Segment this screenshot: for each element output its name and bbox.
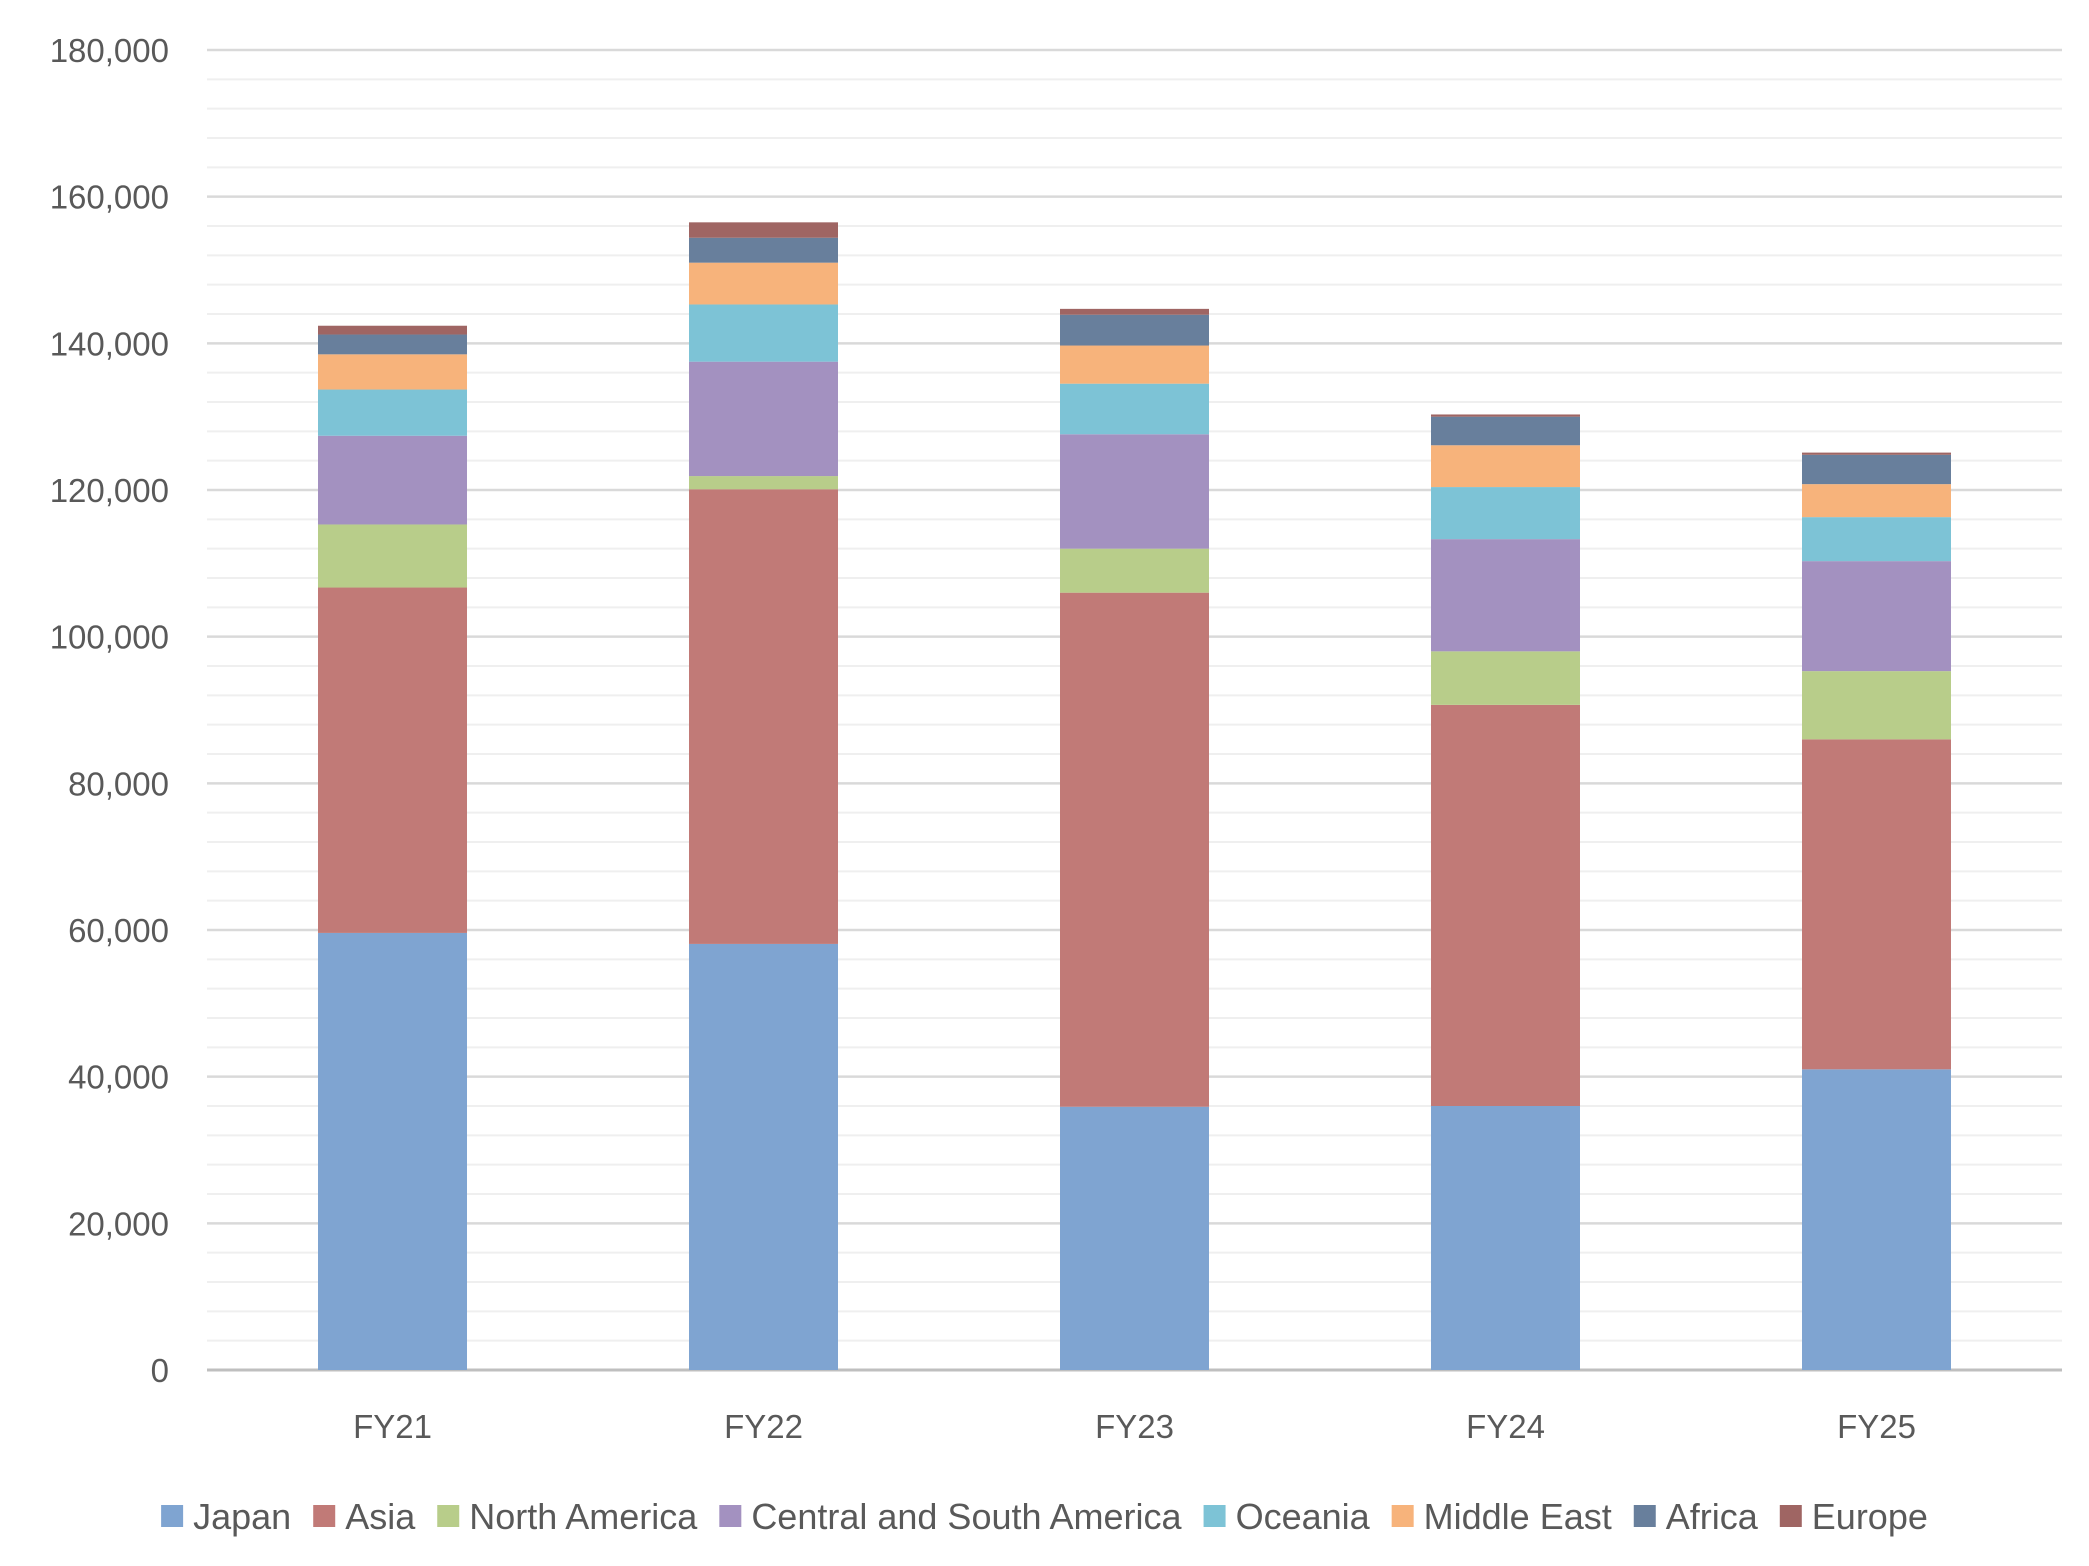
bars — [318, 222, 1951, 1370]
legend-item-north-america: North America — [437, 1496, 698, 1537]
legend-swatch — [1203, 1505, 1226, 1527]
x-tick-label: FY23 — [1095, 1408, 1174, 1445]
y-tick-label: 20,000 — [68, 1205, 169, 1242]
y-tick-label: 180,000 — [50, 32, 169, 69]
legend-label: Asia — [345, 1496, 416, 1537]
legend-swatch — [161, 1505, 184, 1527]
legend-swatch — [1779, 1505, 1802, 1527]
legend: Japan Asia North America Central and South … — [161, 1496, 1928, 1537]
legend-item-africa: Africa — [1633, 1496, 1759, 1537]
y-tick-label: 80,000 — [68, 765, 169, 802]
x-tick-label: FY21 — [353, 1408, 432, 1445]
bar-segment-north-america-fy23 — [1060, 548, 1209, 593]
legend-label: Africa — [1666, 1496, 1759, 1537]
bar-segment-north-america-fy25 — [1802, 671, 1951, 740]
bar-segment-asia-fy23 — [1060, 592, 1209, 1107]
y-tick-label: 40,000 — [68, 1059, 169, 1096]
y-tick-label: 120,000 — [50, 472, 169, 509]
legend-item-japan: Japan — [161, 1496, 291, 1537]
y-tick-label: 140,000 — [50, 325, 169, 362]
bar-segment-europe-fy23 — [1060, 308, 1209, 315]
bar-segment-middle-east-fy22 — [689, 262, 838, 305]
bar-segment-middle-east-fy24 — [1431, 445, 1580, 488]
bar-segment-asia-fy24 — [1431, 704, 1580, 1106]
legend-item-europe: Europe — [1779, 1496, 1928, 1537]
bar-segment-oceania-fy25 — [1802, 517, 1951, 562]
bar-segment-africa-fy23 — [1060, 314, 1209, 346]
bar-segment-japan-fy25 — [1802, 1069, 1951, 1370]
bar-segment-central-and-south-america-fy25 — [1802, 561, 1951, 672]
bar-segment-africa-fy25 — [1802, 454, 1951, 485]
bar-segment-asia-fy22 — [689, 489, 838, 944]
legend-label: Oceania — [1236, 1496, 1371, 1537]
bar-segment-africa-fy24 — [1431, 416, 1580, 446]
bar-segment-japan-fy23 — [1060, 1106, 1209, 1370]
legend-swatch — [1391, 1505, 1414, 1527]
y-tick-label: 160,000 — [50, 179, 169, 216]
bar-segment-central-and-south-america-fy21 — [318, 435, 467, 525]
x-tick-label: FY25 — [1837, 1408, 1916, 1445]
x-tick-label: FY24 — [1466, 1408, 1545, 1445]
y-tick-label: 60,000 — [68, 912, 169, 949]
legend-label: North America — [469, 1496, 698, 1537]
bar-segment-middle-east-fy25 — [1802, 484, 1951, 518]
bar-segment-north-america-fy21 — [318, 524, 467, 588]
bar-segment-asia-fy25 — [1802, 739, 1951, 1070]
bar-segment-oceania-fy23 — [1060, 383, 1209, 435]
bar-segment-europe-fy21 — [318, 325, 467, 335]
bar-segment-middle-east-fy23 — [1060, 345, 1209, 384]
y-axis: 0 20,000 40,000 60,000 80,000 100,000 120,000 1… — [50, 32, 169, 1389]
legend-item-asia: Asia — [313, 1496, 416, 1537]
bar-segment-europe-fy25 — [1802, 452, 1951, 455]
bar-segment-africa-fy21 — [318, 334, 467, 355]
bar-segment-central-and-south-america-fy24 — [1431, 539, 1580, 652]
legend-label: Middle East — [1424, 1496, 1612, 1537]
legend-item-middle-east: Middle East — [1391, 1496, 1612, 1537]
bar-segment-oceania-fy22 — [689, 304, 838, 362]
bar-segment-africa-fy22 — [689, 237, 838, 263]
legend-swatch — [719, 1505, 742, 1527]
legend-item-central-and-south-america: Central and South America — [719, 1496, 1183, 1537]
y-tick-label: 0 — [151, 1352, 169, 1389]
x-tick-label: FY22 — [724, 1408, 803, 1445]
legend-swatch — [313, 1505, 336, 1527]
legend-label: Central and South America — [751, 1496, 1182, 1537]
bar-segment-central-and-south-america-fy23 — [1060, 434, 1209, 549]
bar-segment-japan-fy24 — [1431, 1106, 1580, 1370]
bar-segment-oceania-fy21 — [318, 389, 467, 436]
bar-segment-central-and-south-america-fy22 — [689, 361, 838, 477]
bar-segment-oceania-fy24 — [1431, 487, 1580, 540]
bar-segment-europe-fy22 — [689, 222, 838, 238]
legend-swatch — [1633, 1505, 1656, 1527]
legend-label: Europe — [1812, 1496, 1928, 1537]
legend-item-oceania: Oceania — [1203, 1496, 1371, 1537]
bar-segment-europe-fy24 — [1431, 414, 1580, 417]
bar-segment-japan-fy22 — [689, 943, 838, 1370]
bar-segment-japan-fy21 — [318, 932, 467, 1370]
bar-segment-north-america-fy24 — [1431, 651, 1580, 705]
legend-swatch — [437, 1505, 460, 1527]
x-axis: FY21 FY22 FY23 FY24 FY25 — [353, 1408, 1916, 1445]
bar-segment-middle-east-fy21 — [318, 354, 467, 390]
bar-segment-asia-fy21 — [318, 587, 467, 933]
y-tick-label: 100,000 — [50, 619, 169, 656]
legend-label: Japan — [193, 1496, 291, 1537]
bar-segment-north-america-fy22 — [689, 476, 838, 490]
